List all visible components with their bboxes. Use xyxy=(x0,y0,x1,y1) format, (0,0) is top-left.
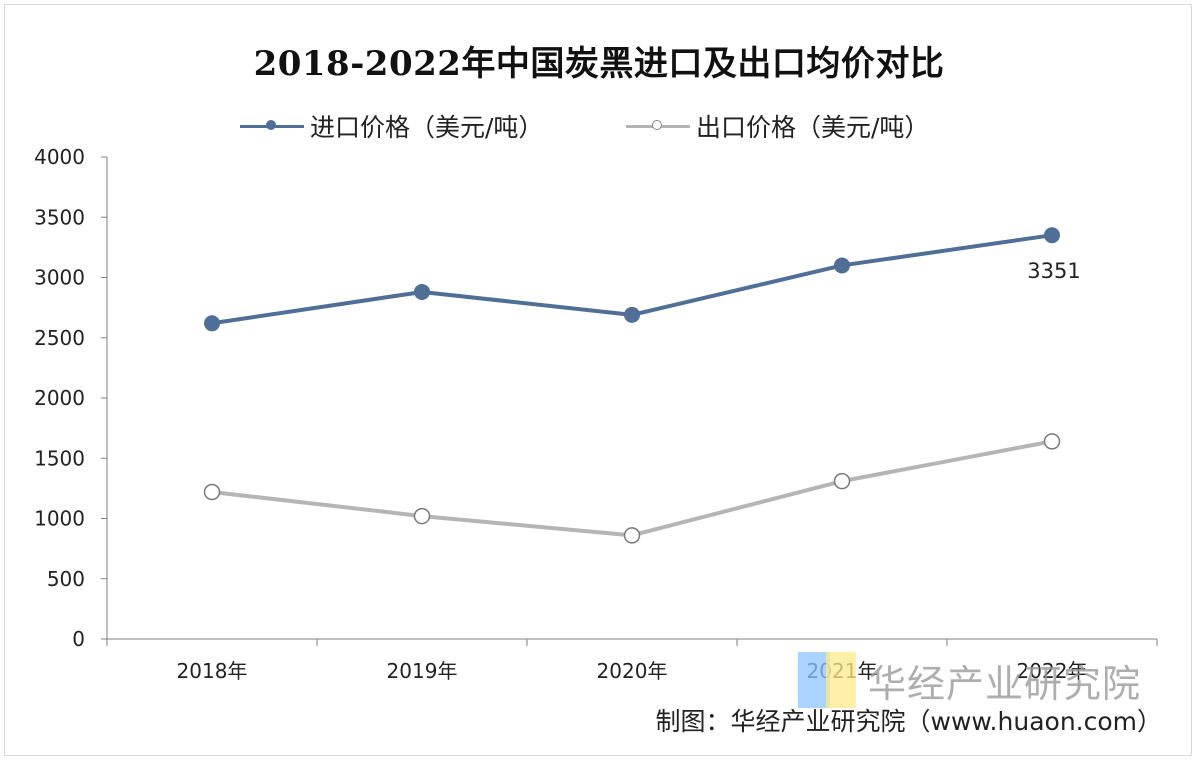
watermark-logo xyxy=(798,650,860,710)
y-tick-label: 4000 xyxy=(34,145,85,169)
data-point-export xyxy=(1043,433,1061,450)
legend-item-import: 进口价格（美元/吨） xyxy=(240,108,543,144)
legend-label-export: 出口价格（美元/吨） xyxy=(696,113,930,142)
watermark: 华经产业研究院 xyxy=(798,650,1141,710)
data-point-import xyxy=(1044,227,1060,244)
y-tick-label: 2000 xyxy=(34,386,85,410)
data-point-import xyxy=(624,306,640,323)
data-point-export xyxy=(413,507,431,525)
legend-swatch-export xyxy=(626,118,690,134)
legend-label-import: 进口价格（美元/吨） xyxy=(310,113,544,142)
x-tick-label: 2020年 xyxy=(597,659,668,683)
x-tick-label: 2018年 xyxy=(177,659,248,683)
x-tick-label: 2019年 xyxy=(387,659,458,683)
data-point-export xyxy=(623,527,641,544)
y-tick-label: 500 xyxy=(47,567,85,591)
chart-title: 2018-2022年中国炭黑进口及出口均价对比 xyxy=(253,44,945,84)
data-point-import xyxy=(414,283,430,300)
y-tick-label: 1500 xyxy=(34,446,85,470)
y-tick-label: 0 xyxy=(72,627,85,651)
source-note: 制图：华经产业研究院（www.huaon.com） xyxy=(655,707,1162,736)
data-label: 3351 xyxy=(1027,259,1080,283)
y-tick-label: 3000 xyxy=(34,266,85,290)
data-point-export xyxy=(203,483,221,501)
series-line-export xyxy=(211,439,1053,538)
y-tick-label: 2500 xyxy=(34,326,85,350)
data-point-import xyxy=(834,257,850,274)
watermark-text: 华经产业研究院 xyxy=(868,661,1142,706)
data-point-export xyxy=(833,472,851,490)
legend-swatch-import xyxy=(240,118,304,134)
x-tick-label: 2022年 xyxy=(1017,659,1088,683)
y-tick-label: 1000 xyxy=(34,507,85,531)
y-tick-label: 3500 xyxy=(34,205,85,229)
data-point-import xyxy=(204,315,220,332)
chart-frame xyxy=(4,4,1192,756)
legend-item-export: 出口价格（美元/吨） xyxy=(626,108,929,144)
